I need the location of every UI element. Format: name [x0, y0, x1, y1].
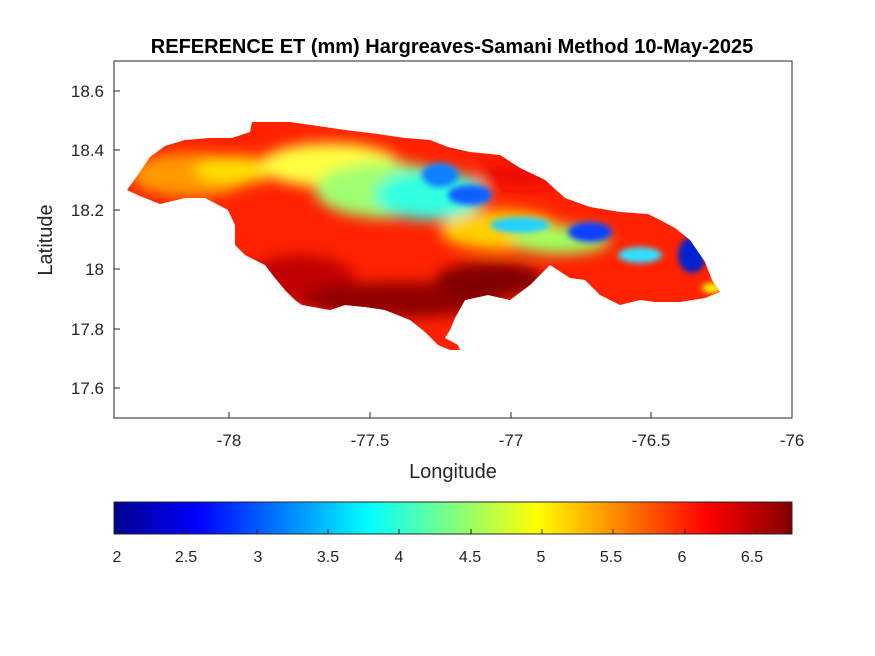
- colorbar-tick-label: 5: [537, 549, 546, 566]
- colorbar-tick-label: 5.5: [600, 549, 622, 566]
- et-region-ridge-blue-1: [422, 163, 458, 187]
- colorbar-tick-label: 3.5: [317, 549, 339, 566]
- x-tick-label: -77.5: [351, 431, 390, 450]
- et-region-west-yellow: [195, 156, 275, 184]
- et-region-central-cyan: [375, 170, 485, 220]
- x-axis: [228, 412, 793, 418]
- colorbar-tick-label: 4.5: [459, 549, 481, 566]
- colorbar: [113, 501, 793, 535]
- x-tick-label: -78: [217, 431, 242, 450]
- et-region-ridge-blue-2: [448, 185, 492, 205]
- colorbar-tick-label: 4: [395, 549, 404, 566]
- chart-title: REFERENCE ET (mm) Hargreaves-Samani Meth…: [151, 36, 753, 58]
- et-region-ridge-cyan: [490, 217, 550, 233]
- et-region-east-cyan: [618, 247, 662, 263]
- et-region-east-blue: [568, 222, 612, 242]
- colorbar-tick-label: 6: [678, 549, 687, 566]
- colorbar-tick-label: 2.5: [175, 549, 197, 566]
- colorbar-tick-label: 2: [113, 549, 122, 566]
- et-region-southcoast-darkred: [435, 262, 545, 298]
- y-tick-label: 17.8: [71, 320, 104, 339]
- colorbar-ticks: [113, 529, 757, 534]
- x-tick-label: -76: [780, 431, 805, 450]
- y-tick-labels: 17.6 17.8 18 18.2 18.4 18.6: [71, 82, 104, 398]
- x-tick-label: -76.5: [632, 431, 671, 450]
- y-tick-label: 18: [85, 260, 104, 279]
- y-tick-label: 18.2: [71, 201, 104, 220]
- x-axis-label: Longitude: [409, 461, 497, 483]
- x-tick-label: -77: [499, 431, 524, 450]
- y-tick-label: 18.4: [71, 141, 104, 160]
- y-axis-label: Latitude: [35, 204, 57, 275]
- colorbar-tick-label: 6.5: [741, 549, 763, 566]
- y-axis: [114, 90, 120, 389]
- colorbar-tick-labels: 2 2.5 3 3.5 4 4.5 5 5.5 6 6.5: [113, 549, 764, 566]
- colorbar-tick-label: 3: [254, 549, 263, 566]
- y-tick-label: 17.6: [71, 379, 104, 398]
- x-tick-labels: -78 -77.5 -77 -76.5 -76: [217, 431, 805, 450]
- y-tick-label: 18.6: [71, 82, 104, 101]
